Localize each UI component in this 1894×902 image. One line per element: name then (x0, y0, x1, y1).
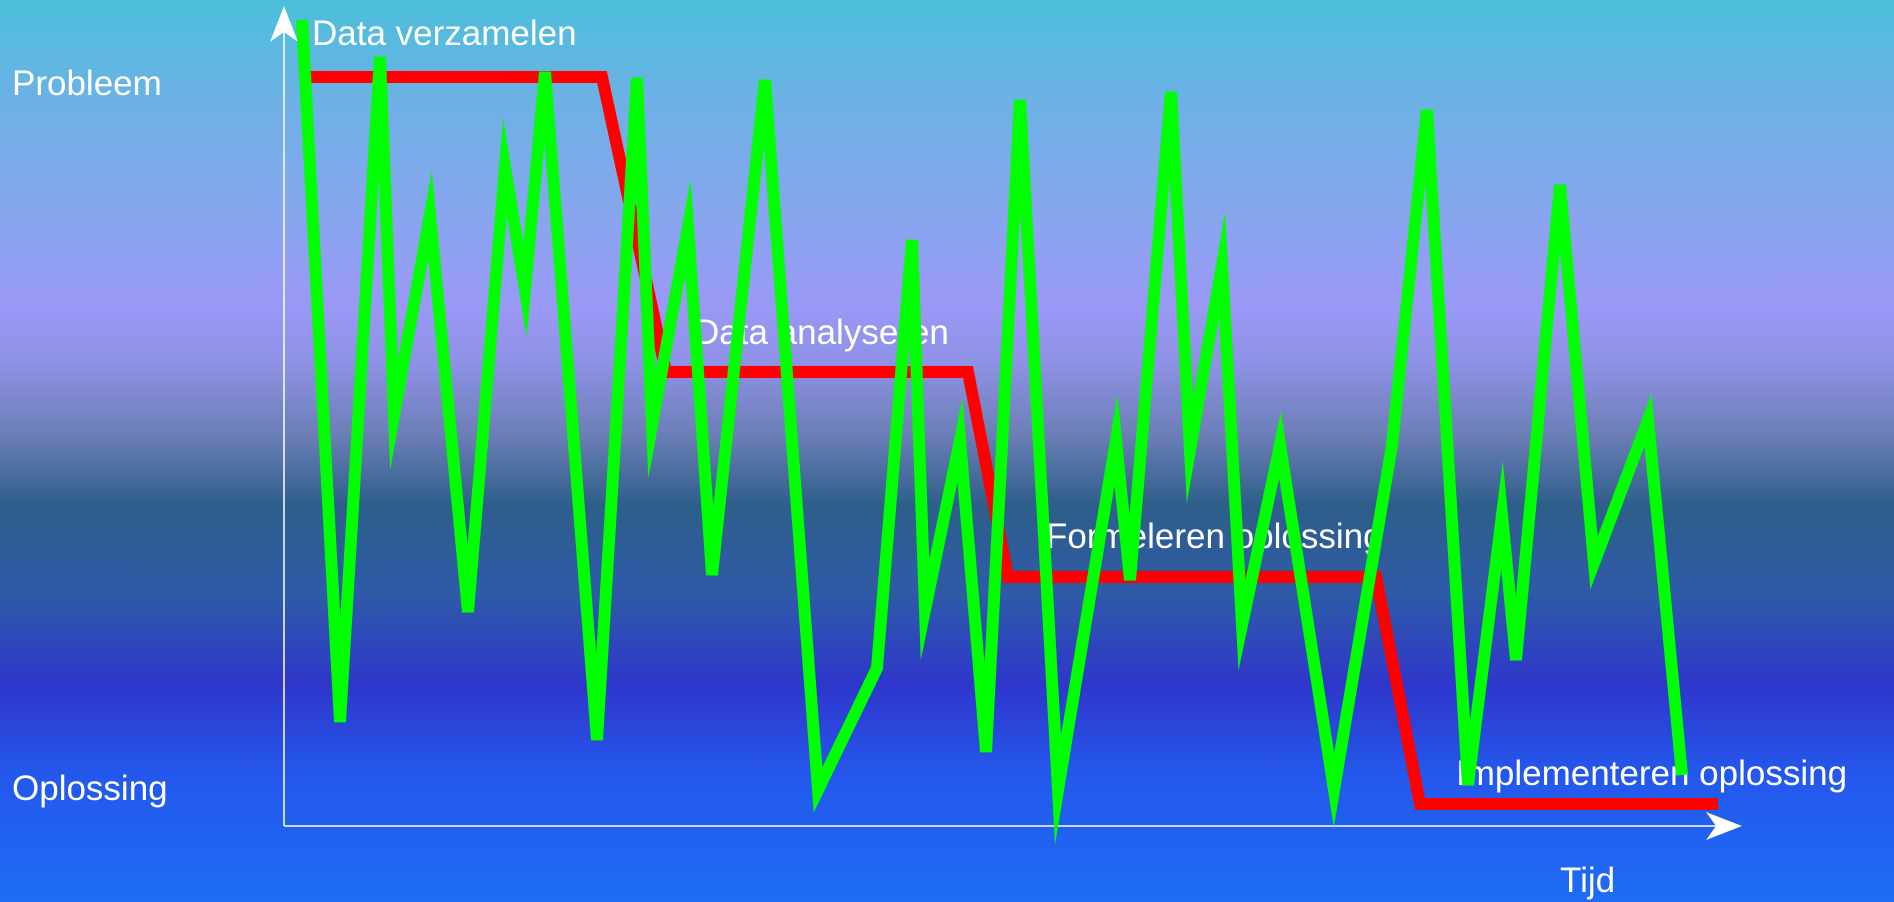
axes (270, 6, 1742, 840)
x-axis-arrowhead (1706, 812, 1742, 840)
label-solution: Oplossing (12, 769, 168, 808)
actual-path-line (296, 19, 1688, 845)
label-time: Tijd (1560, 861, 1615, 900)
ideal-path-line (310, 71, 1718, 810)
y-axis-arrowhead (270, 6, 298, 42)
step-label-4: Implementeren oplossing (1456, 754, 1847, 793)
step-label-1: Data verzamelen (312, 14, 577, 53)
label-problem: Probleem (12, 64, 162, 103)
